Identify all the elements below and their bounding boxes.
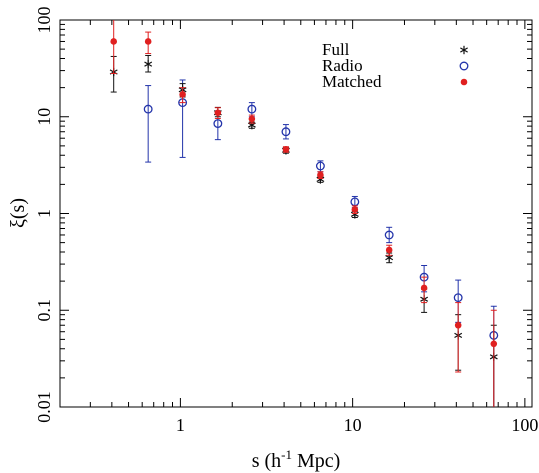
- series-matched: [110, 20, 498, 407]
- data-point-matched: [110, 38, 117, 45]
- x-tick-label: 10: [344, 415, 362, 435]
- data-point-radio: [453, 293, 463, 303]
- y-tick-label: 100: [34, 7, 54, 34]
- data-point-matched: [490, 340, 498, 348]
- axis-ticks: [59, 19, 532, 408]
- data-point-radio: [315, 161, 325, 171]
- asterisk-stroke: [460, 47, 468, 53]
- data-point-matched: [317, 171, 324, 179]
- data-marks: [109, 20, 499, 407]
- asterisk-stroke: [144, 61, 153, 67]
- y-tick-label: 0.01: [34, 391, 54, 423]
- legend-marker-matched: [460, 78, 468, 86]
- y-tick-label: 0.1: [34, 299, 54, 322]
- legend-marker-radio: [459, 61, 469, 71]
- data-point-full: [144, 59, 153, 69]
- data-point-radio: [247, 104, 257, 114]
- data-point-radio: [213, 119, 223, 129]
- asterisk-stroke: [385, 254, 394, 261]
- legend-label-radio: Radio: [322, 56, 363, 75]
- x-tick-label: 100: [511, 415, 538, 435]
- data-point-radio: [143, 104, 153, 114]
- data-point-matched: [214, 109, 222, 117]
- data-point-matched: [144, 38, 152, 45]
- data-point-matched: [282, 146, 290, 153]
- data-point-radio: [281, 127, 291, 137]
- data-point-matched: [420, 284, 428, 292]
- asterisk-stroke: [247, 122, 256, 128]
- data-point-radio: [384, 230, 394, 240]
- y-tick-label: 1: [34, 209, 54, 218]
- plot-frame: [59, 19, 533, 408]
- data-point-matched: [179, 91, 186, 98]
- data-point-matched: [385, 246, 393, 254]
- legend-label-matched: Matched: [322, 72, 382, 91]
- asterisk-stroke: [350, 211, 359, 217]
- legend-label-full: Full: [322, 40, 350, 59]
- y-axis-label: ξ(s): [7, 198, 29, 228]
- data-point-matched: [454, 321, 462, 329]
- x-tick-label: 1: [176, 415, 185, 435]
- series-full: [109, 54, 498, 407]
- y-tick-label: 10: [34, 108, 54, 126]
- axis-tick-labels: 1 10 100 0.01 0.1 1 10 100: [34, 7, 538, 436]
- x-axis-label: s (h-1 Mpc): [252, 447, 341, 472]
- data-point-matched: [248, 115, 256, 123]
- legend-marker-full: [460, 45, 468, 55]
- series-radio: [143, 79, 499, 407]
- data-point-matched: [351, 206, 359, 213]
